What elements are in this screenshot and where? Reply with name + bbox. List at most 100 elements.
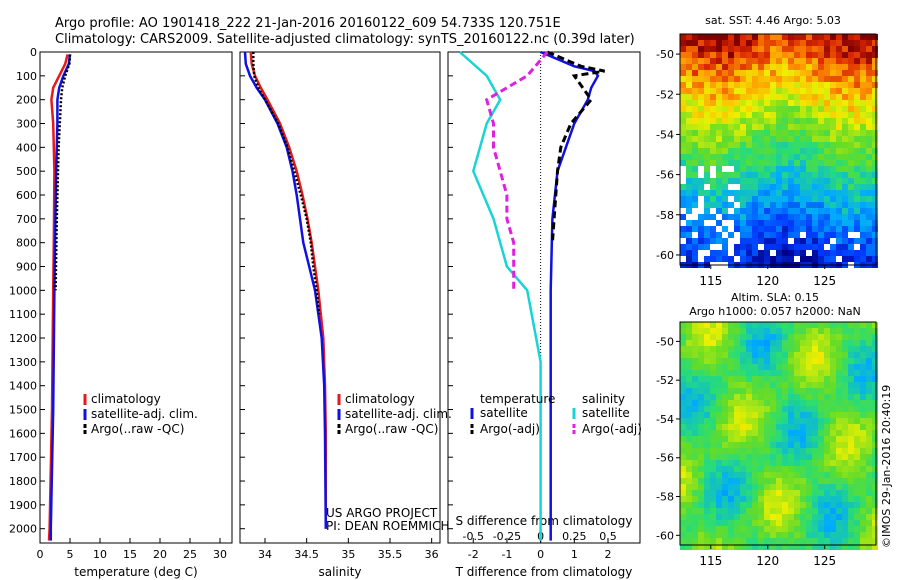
map-cell xyxy=(776,64,782,70)
map-cell xyxy=(782,244,788,250)
map-cell xyxy=(746,514,752,520)
map-cell xyxy=(728,64,734,70)
map-cell xyxy=(758,196,764,202)
x-tick-label: -1 xyxy=(501,548,512,561)
map-cell xyxy=(860,508,866,514)
map-cell xyxy=(698,226,704,232)
map-cell xyxy=(854,454,860,460)
map-cell xyxy=(740,148,746,154)
map-cell xyxy=(740,40,746,46)
map-cell xyxy=(800,202,806,208)
map-cell xyxy=(740,370,746,376)
map-cell xyxy=(758,106,764,112)
map-cell xyxy=(734,142,740,148)
x-tick-label: 34.5 xyxy=(294,548,319,561)
map-cell xyxy=(716,220,722,226)
map-cell xyxy=(782,388,788,394)
map-cell xyxy=(764,334,770,340)
map-cell xyxy=(728,142,734,148)
map-cell xyxy=(752,100,758,106)
map-cell xyxy=(794,106,800,112)
map-cell xyxy=(794,76,800,82)
map-cell xyxy=(710,352,716,358)
map-cell xyxy=(758,358,764,364)
map-cell xyxy=(842,490,848,496)
map-cell xyxy=(812,448,818,454)
map-cell xyxy=(842,394,848,400)
map-cell xyxy=(746,148,752,154)
map-cell xyxy=(722,400,728,406)
map-cell xyxy=(710,184,716,190)
map-cell xyxy=(722,250,728,256)
map-cell xyxy=(818,208,824,214)
map-cell xyxy=(776,118,782,124)
map-cell xyxy=(680,508,686,514)
map-cell xyxy=(836,160,842,166)
map-cell xyxy=(758,46,764,52)
map-cell xyxy=(872,202,878,208)
map-cell xyxy=(758,124,764,130)
map-cell xyxy=(740,352,746,358)
map-cell xyxy=(722,532,728,538)
map-cell xyxy=(824,538,830,544)
map-cell xyxy=(764,166,770,172)
map-cell xyxy=(812,538,818,544)
map-cell xyxy=(716,226,722,232)
map-cell xyxy=(854,112,860,118)
map-cell xyxy=(716,184,722,190)
map-cell xyxy=(710,202,716,208)
legend-label: Argo(..raw -QC) xyxy=(345,422,438,436)
map-y-tick-label: -50 xyxy=(656,335,674,348)
map-cell xyxy=(872,406,878,412)
map-cell xyxy=(758,448,764,454)
map-cell xyxy=(698,508,704,514)
map-cell xyxy=(704,208,710,214)
map-cell xyxy=(806,256,812,262)
map-cell xyxy=(788,172,794,178)
map-cell xyxy=(722,142,728,148)
map-cell xyxy=(860,328,866,334)
map-cell xyxy=(692,484,698,490)
map-cell xyxy=(764,142,770,148)
map-cell xyxy=(770,118,776,124)
map-cell xyxy=(746,58,752,64)
map-cell xyxy=(824,142,830,148)
map-cell xyxy=(746,346,752,352)
map-cell xyxy=(824,412,830,418)
map-cell xyxy=(842,250,848,256)
map-cell xyxy=(758,82,764,88)
map-cell xyxy=(704,130,710,136)
map-cell xyxy=(842,142,848,148)
map-cell xyxy=(788,202,794,208)
map-cell xyxy=(872,358,878,364)
map-cell xyxy=(776,340,782,346)
map-cell xyxy=(722,202,728,208)
map-cell xyxy=(812,76,818,82)
map-cell xyxy=(866,52,872,58)
map-cell xyxy=(812,250,818,256)
map-cell xyxy=(872,544,878,550)
map-cell xyxy=(710,46,716,52)
map-cell xyxy=(722,322,728,328)
map-cell xyxy=(788,100,794,106)
map-cell xyxy=(860,346,866,352)
map-cell xyxy=(698,52,704,58)
map-cell xyxy=(680,82,686,88)
map-title-line1: Altim. SLA: 0.15 xyxy=(731,291,819,304)
map-cell xyxy=(752,520,758,526)
map-cell xyxy=(758,118,764,124)
map-cell xyxy=(800,244,806,250)
map-cell xyxy=(866,418,872,424)
map-cell xyxy=(854,442,860,448)
map-cell xyxy=(806,520,812,526)
map-cell xyxy=(722,232,728,238)
map-cell xyxy=(812,100,818,106)
map-cell xyxy=(692,334,698,340)
map-cell xyxy=(788,364,794,370)
map-cell xyxy=(812,460,818,466)
map-cell xyxy=(860,484,866,490)
map-cell xyxy=(770,178,776,184)
map-cell xyxy=(692,232,698,238)
map-cell xyxy=(734,448,740,454)
map-cell xyxy=(680,166,686,172)
